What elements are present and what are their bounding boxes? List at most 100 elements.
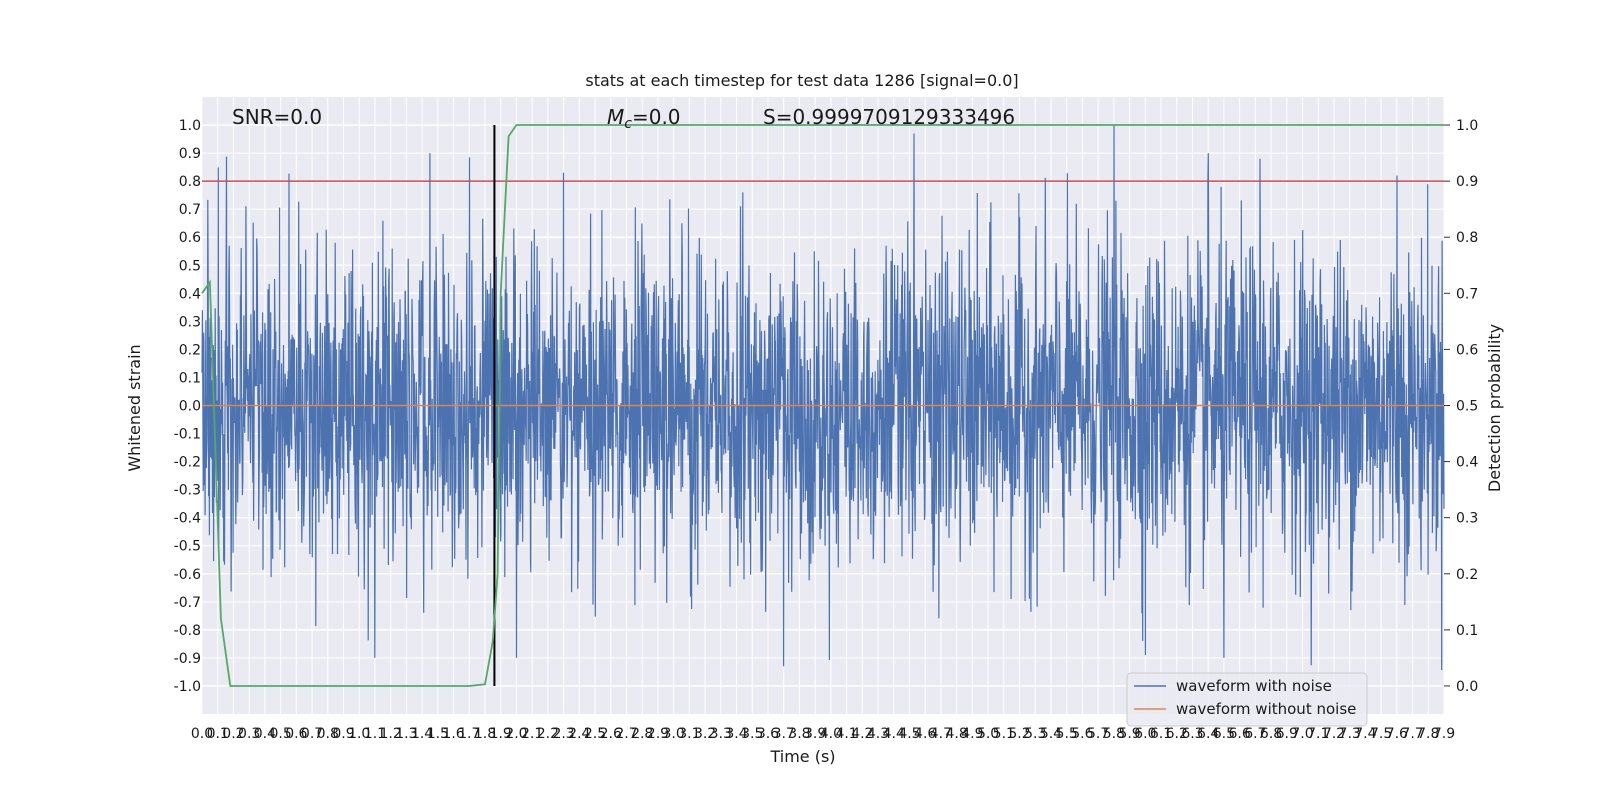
- x-tick-label: 1.4: [411, 726, 433, 742]
- x-tick-label: 6.5: [1213, 726, 1235, 742]
- x-tick-label: 3.0: [663, 726, 685, 742]
- y-tick-label: -0.5: [174, 539, 201, 555]
- x-tick-label: 1.7: [458, 726, 480, 742]
- x-tick-label: 2.7: [615, 726, 637, 742]
- x-tick-label: 6.2: [1166, 726, 1188, 742]
- x-tick-label: 1.5: [427, 726, 449, 742]
- y-tick-label: -0.6: [174, 567, 201, 583]
- y-tick-label: -0.2: [174, 455, 201, 471]
- detection-probability-line: [201, 124, 1444, 687]
- x-tick-label: 0.5: [269, 726, 291, 742]
- legend-label-noise: waveform with noise: [1176, 677, 1332, 695]
- x-tick-label: 1.1: [364, 726, 386, 742]
- x-tick-label: 7.2: [1323, 726, 1345, 742]
- y2-tick-label: 0.8: [1456, 230, 1478, 246]
- y2-tick-label: 0.6: [1456, 342, 1478, 358]
- x-tick-label: 6.0: [1134, 726, 1156, 742]
- x-tick-label: 3.2: [694, 726, 716, 742]
- x-tick-label: 7.8: [1417, 726, 1439, 742]
- x-tick-label: 3.1: [678, 726, 700, 742]
- x-tick-label: 4.1: [835, 726, 857, 742]
- x-tick-label: 0.9: [332, 726, 354, 742]
- x-tick-label: 5.3: [1024, 726, 1046, 742]
- y-tick-label: 0.7: [179, 202, 201, 218]
- y-tick-label: 0.8: [179, 174, 201, 190]
- y-tick-label: -0.9: [174, 651, 201, 667]
- waveform-with-noise-line: [201, 124, 1445, 671]
- x-tick-label: 6.9: [1276, 726, 1298, 742]
- x-tick-label: 1.8: [474, 726, 496, 742]
- x-tick-label: 7.6: [1386, 726, 1408, 742]
- y2-tick-label: 1.0: [1456, 118, 1478, 134]
- x-axis-ticks: 0.00.10.20.30.40.50.60.70.80.91.01.11.21…: [191, 726, 1455, 742]
- y2-axis-label: Detection probability: [1485, 324, 1504, 492]
- x-tick-label: 2.9: [647, 726, 669, 742]
- y-tick-label: -0.4: [174, 511, 201, 527]
- y2-axis-ticks: 0.0 0.1 0.2 0.3 0.4 0.5 0.6 0.7 0.8 0.9 1.0: [1444, 118, 1478, 695]
- x-tick-label: 1.9: [490, 726, 512, 742]
- score-annotation: S=0.9999709129333496: [763, 105, 1015, 129]
- y2-tick-label: 0.7: [1456, 286, 1478, 302]
- x-tick-label: 5.2: [1008, 726, 1030, 742]
- x-tick-label: 5.7: [1087, 726, 1109, 742]
- legend: waveform with noise waveform without noi…: [1126, 672, 1368, 727]
- x-tick-label: 0.7: [301, 726, 323, 742]
- legend-box: [1126, 672, 1368, 727]
- x-tick-label: 5.4: [1040, 726, 1062, 742]
- y2-tick-label: 0.2: [1456, 567, 1478, 583]
- x-axis-label: Time (s): [769, 747, 835, 766]
- y-tick-label: 0.3: [179, 314, 201, 330]
- x-tick-label: 2.6: [600, 726, 622, 742]
- x-tick-label: 0.6: [285, 726, 307, 742]
- x-tick-label: 2.4: [568, 726, 590, 742]
- x-tick-label: 1.2: [380, 726, 402, 742]
- x-tick-label: 1.6: [442, 726, 464, 742]
- y-axis-ticks: -1.0 -0.9 -0.8 -0.7 -0.6 -0.5 -0.4 -0.3 -0.2 -0.1…: [174, 118, 201, 695]
- x-tick-label: 3.3: [710, 726, 732, 742]
- x-tick-label: 6.4: [1197, 726, 1219, 742]
- y2-tick-label: 0.4: [1456, 455, 1478, 471]
- x-tick-label: 4.2: [851, 726, 873, 742]
- x-tick-label: 7.9: [1433, 726, 1455, 742]
- x-tick-label: 3.8: [788, 726, 810, 742]
- chirp-mass-subscript: c: [624, 116, 632, 132]
- x-tick-label: 4.0: [820, 726, 842, 742]
- x-tick-label: 0.4: [254, 726, 276, 742]
- x-tick-label: 6.8: [1260, 726, 1282, 742]
- y-tick-label: 0.9: [179, 146, 201, 162]
- chirp-mass-symbol: M: [607, 105, 624, 129]
- x-tick-label: 1.3: [395, 726, 417, 742]
- x-tick-label: 2.3: [552, 726, 574, 742]
- x-tick-label: 7.1: [1307, 726, 1329, 742]
- chirp-mass-annotation: Mc=0.0: [607, 105, 681, 132]
- y-axis-label: Whitened strain: [125, 344, 144, 471]
- y2-tick-label: 0.9: [1456, 174, 1478, 190]
- x-tick-label: 7.7: [1401, 726, 1423, 742]
- chirp-mass-value: =0.0: [632, 105, 681, 129]
- x-tick-label: 0.2: [222, 726, 244, 742]
- snr-annotation: SNR=0.0: [232, 105, 322, 129]
- x-tick-label: 6.3: [1181, 726, 1203, 742]
- overlay-lines: [201, 124, 1444, 687]
- x-tick-label: 0.1: [207, 726, 229, 742]
- x-tick-label: 2.5: [584, 726, 606, 742]
- y-tick-label: 1.0: [179, 118, 201, 134]
- y-tick-label: -0.1: [174, 427, 201, 443]
- y-tick-label: 0.6: [179, 230, 201, 246]
- x-tick-label: 3.4: [725, 726, 747, 742]
- x-tick-label: 4.8: [946, 726, 968, 742]
- x-tick-label: 4.7: [930, 726, 952, 742]
- x-tick-label: 4.3: [867, 726, 889, 742]
- y-tick-label: -1.0: [174, 679, 201, 695]
- x-tick-label: 2.0: [505, 726, 527, 742]
- y-tick-label: 0.4: [179, 286, 201, 302]
- series-waveform-with-noise: [201, 124, 1445, 671]
- x-tick-label: 7.5: [1370, 726, 1392, 742]
- x-tick-label: 1.0: [348, 726, 370, 742]
- x-tick-label: 2.2: [537, 726, 559, 742]
- y2-tick-label: 0.1: [1456, 623, 1478, 639]
- x-tick-label: 3.9: [804, 726, 826, 742]
- x-tick-label: 5.8: [1103, 726, 1125, 742]
- y-tick-label: 0.1: [179, 370, 201, 386]
